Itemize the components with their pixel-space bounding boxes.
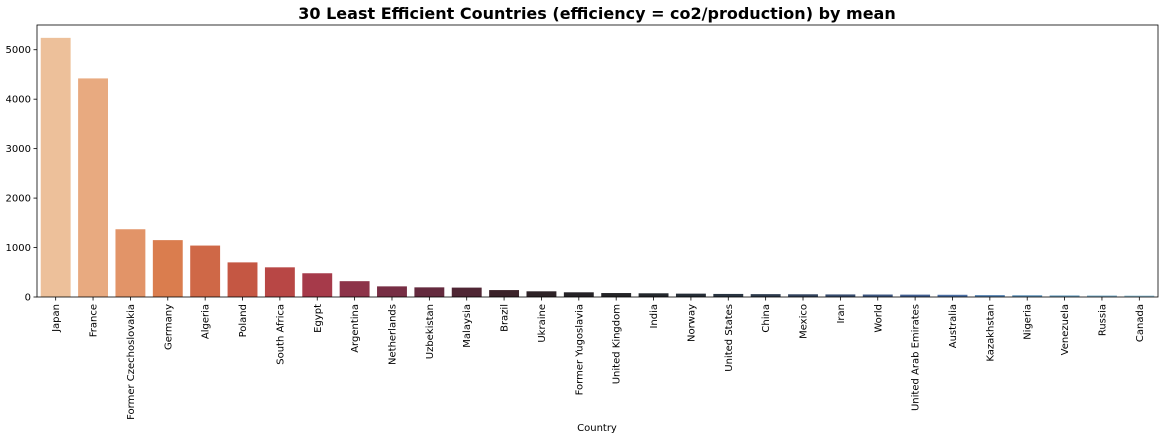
- x-tick-label: Norway: [686, 304, 697, 342]
- y-tick-label: 4000: [6, 95, 31, 106]
- x-tick-label: Former Czechoslovakia: [126, 304, 137, 420]
- x-tick-label: Egypt: [313, 304, 324, 333]
- bar-kazakhstan: [974, 295, 1005, 297]
- x-axis-ticks: Japan France Former Czechoslovakia Germany A…: [51, 297, 1146, 420]
- x-tick-label: Mexico: [799, 304, 810, 339]
- x-tick-label: Poland: [238, 304, 249, 337]
- y-tick-label: 3000: [6, 144, 31, 155]
- bar-venezuela: [1049, 295, 1080, 297]
- x-tick-label: Canada: [1135, 304, 1146, 342]
- x-tick-label: China: [761, 304, 772, 333]
- bar-japan: [40, 37, 71, 297]
- x-tick-label: United Arab Emirates: [911, 304, 922, 411]
- x-tick-label: France: [89, 304, 100, 337]
- x-tick-label: India: [649, 304, 660, 329]
- bar-former-czechoslovakia: [115, 229, 146, 297]
- bar-world: [862, 294, 893, 297]
- bar-algeria: [190, 245, 221, 297]
- x-tick-label: Malaysia: [462, 304, 473, 348]
- bar-south-africa: [264, 267, 295, 297]
- y-axis-ticks: 0 1000 2000 3000 4000 5000: [6, 45, 37, 304]
- bar-former-yugoslavia: [563, 292, 594, 297]
- x-tick-label: Kazakhstan: [985, 304, 996, 362]
- x-axis-label: Country: [577, 423, 617, 434]
- y-tick-label: 5000: [6, 45, 31, 56]
- plot-frame: [36, 24, 1159, 298]
- bar-malaysia: [451, 287, 482, 297]
- bar-poland: [227, 262, 258, 297]
- x-tick-label: Former Yugoslavia: [574, 304, 585, 395]
- bar-netherlands: [377, 286, 407, 297]
- bar-canada: [1124, 295, 1155, 297]
- x-tick-label: Brazil: [500, 304, 511, 332]
- bar-australia: [937, 294, 968, 297]
- x-tick-label: World: [873, 304, 884, 333]
- x-tick-label: Iran: [836, 304, 847, 324]
- bar-brazil: [489, 290, 520, 297]
- x-tick-label: Netherlands: [387, 304, 398, 365]
- bar-germany: [152, 240, 183, 297]
- bar-norway: [675, 293, 706, 297]
- bar-france: [78, 78, 108, 297]
- bar-iran: [825, 294, 856, 297]
- bar-united-arab-emirates: [900, 294, 931, 297]
- bar-uzbekistan: [414, 287, 445, 297]
- bar-argentina: [339, 281, 370, 297]
- bar-nigeria: [1012, 295, 1043, 297]
- x-tick-label: Uzbekistan: [425, 304, 436, 359]
- x-tick-label: Germany: [163, 304, 174, 350]
- bar-china: [750, 294, 781, 297]
- y-tick-label: 0: [25, 293, 31, 304]
- x-tick-label: United States: [724, 304, 735, 372]
- bar-united-states: [713, 293, 744, 297]
- x-tick-label: Japan: [51, 304, 62, 333]
- bar-mexico: [788, 294, 818, 297]
- bar-india: [638, 293, 669, 297]
- x-tick-label: Algeria: [201, 304, 212, 339]
- bars: [40, 37, 1155, 297]
- bar-egypt: [302, 273, 333, 297]
- x-tick-label: Venezuela: [1060, 304, 1071, 355]
- x-tick-label: Ukraine: [537, 304, 548, 343]
- y-tick-label: 1000: [6, 243, 31, 254]
- y-tick-label: 2000: [6, 194, 31, 205]
- bar-ukraine: [526, 291, 557, 297]
- x-tick-label: Russia: [1097, 304, 1108, 336]
- chart-title: 30 Least Efficient Countries (efficiency…: [298, 4, 895, 23]
- x-tick-label: Australia: [948, 304, 959, 348]
- bar-russia: [1087, 295, 1117, 297]
- bar-united-kingdom: [601, 293, 632, 297]
- x-tick-label: South Africa: [275, 304, 286, 365]
- x-tick-label: Argentina: [350, 304, 361, 353]
- x-tick-label: Nigeria: [1023, 304, 1034, 340]
- x-tick-label: United Kingdom: [612, 304, 623, 384]
